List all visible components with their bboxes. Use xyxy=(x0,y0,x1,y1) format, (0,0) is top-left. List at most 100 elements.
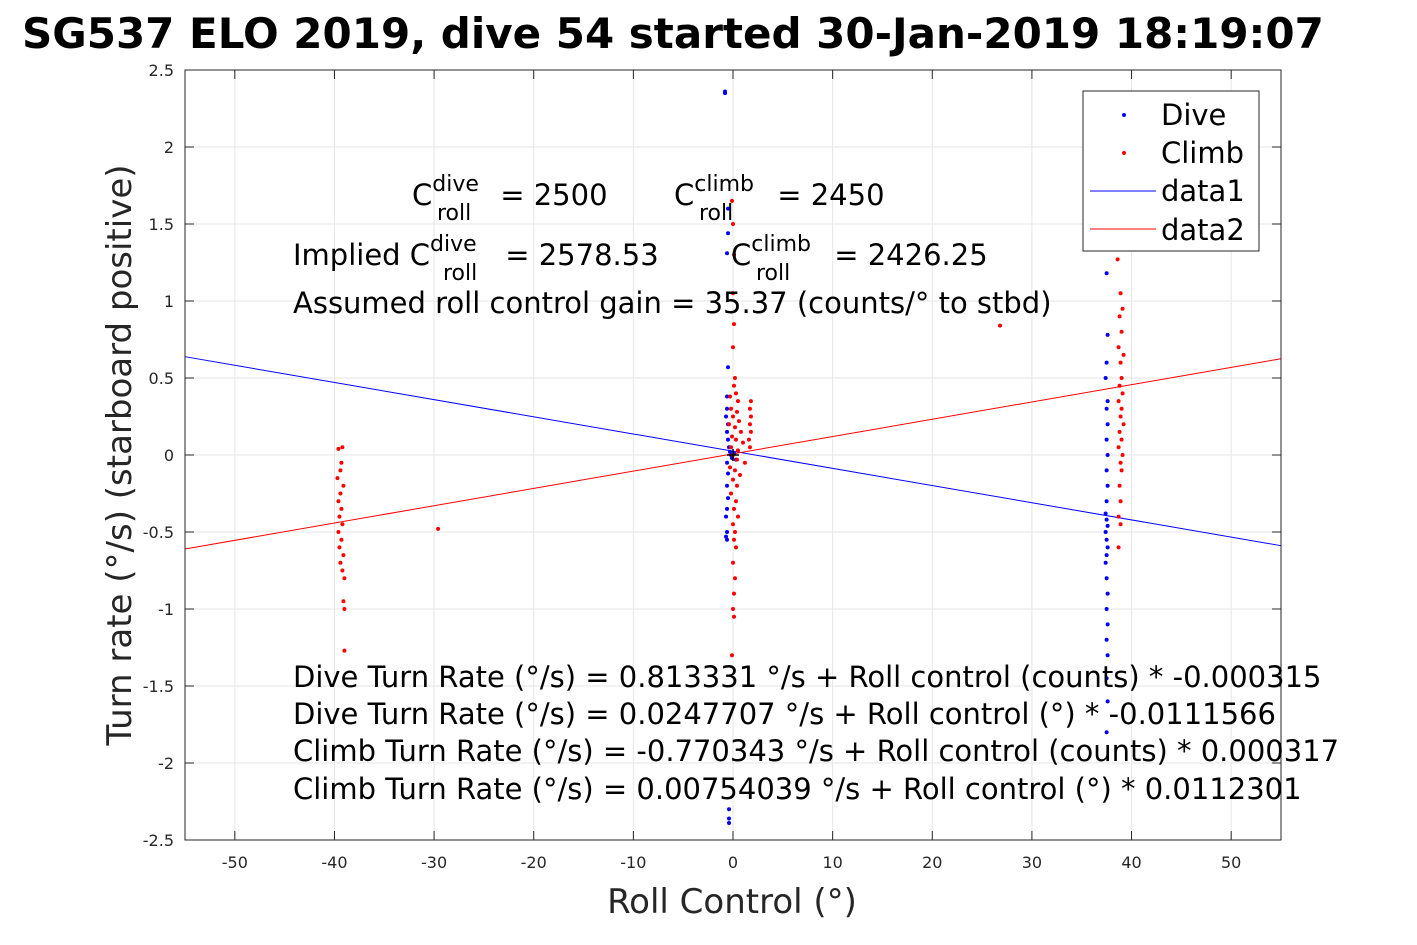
point-climb xyxy=(1119,406,1124,411)
point-dive xyxy=(725,530,730,534)
legend-label-data1: data1 xyxy=(1161,174,1245,208)
point-climb xyxy=(342,576,347,581)
point-dive xyxy=(1105,523,1110,528)
point-climb xyxy=(336,446,341,451)
point-climb xyxy=(748,429,753,434)
point-climb xyxy=(335,476,340,481)
point-climb xyxy=(737,473,742,478)
point-climb xyxy=(734,409,739,414)
point-dive xyxy=(724,514,729,519)
point-dive xyxy=(1104,607,1109,611)
point-climb xyxy=(1115,257,1120,262)
x-tick-label: 30 xyxy=(1022,853,1042,872)
point-climb xyxy=(731,607,735,611)
point-dive xyxy=(1104,406,1109,411)
point-dive xyxy=(1105,422,1110,427)
c-climb-base: C xyxy=(674,178,694,212)
point-climb xyxy=(338,491,343,496)
point-dive xyxy=(1105,653,1110,658)
point-climb xyxy=(339,460,344,465)
point-climb xyxy=(734,483,739,488)
x-axis-label: Roll Control (°) xyxy=(607,882,857,922)
point-climb xyxy=(339,506,344,511)
point-dive xyxy=(1104,553,1109,558)
point-dive xyxy=(727,821,732,826)
annotation-gain: Assumed roll control gain = 35.37 (count… xyxy=(293,286,1052,320)
y-tick-label: 1 xyxy=(164,292,174,311)
point-climb xyxy=(1121,352,1126,357)
point-climb xyxy=(1118,499,1123,504)
point-climb xyxy=(1118,460,1123,465)
point-climb xyxy=(735,399,740,404)
y-tick-label: -1.5 xyxy=(143,677,174,696)
point-dive xyxy=(725,537,730,542)
point-dive xyxy=(726,206,731,211)
x-tick-label: -20 xyxy=(521,853,547,872)
point-climb xyxy=(747,422,752,427)
point-climb xyxy=(748,414,753,419)
point-climb xyxy=(1119,329,1124,334)
implied-dive-value: = 2578.53 xyxy=(496,238,659,272)
y-tick-label: 1.5 xyxy=(149,215,174,234)
legend-label-climb: Climb xyxy=(1161,136,1244,170)
point-dive xyxy=(1103,511,1108,516)
point-climb xyxy=(729,406,734,411)
point-climb xyxy=(732,468,737,473)
point-climb xyxy=(732,530,737,534)
point-dive xyxy=(1105,332,1110,337)
point-climb xyxy=(731,291,735,296)
point-climb xyxy=(1118,522,1123,527)
point-climb xyxy=(1120,391,1125,396)
point-climb xyxy=(738,429,743,434)
point-dive xyxy=(1104,360,1109,365)
point-dive xyxy=(1105,545,1110,550)
point-climb xyxy=(736,419,741,424)
point-dive xyxy=(1103,376,1108,380)
point-climb xyxy=(731,614,736,619)
legend-marker-dive xyxy=(1122,113,1126,117)
point-climb xyxy=(339,537,344,542)
point-dive xyxy=(1104,437,1109,442)
c-climb-value: = 2450 xyxy=(768,178,885,212)
point-climb xyxy=(742,460,747,465)
point-dive xyxy=(1104,576,1109,581)
point-dive xyxy=(1104,637,1109,642)
point-climb xyxy=(1116,399,1121,404)
point-dive xyxy=(725,460,730,465)
point-climb xyxy=(732,376,737,380)
annotation-fit-3: Climb Turn Rate (°/s) = -0.770343 °/s + … xyxy=(293,734,1339,768)
y-tick-label: 2.5 xyxy=(149,61,174,80)
point-climb xyxy=(1120,306,1125,311)
legend-box xyxy=(1082,90,1260,252)
x-tick-label: 0 xyxy=(728,853,738,872)
point-climb xyxy=(1119,437,1124,442)
x-tick-label: 20 xyxy=(922,853,942,872)
point-climb xyxy=(730,434,735,439)
x-tick-label: -10 xyxy=(620,853,646,872)
implied-climb-sub: roll xyxy=(756,261,790,286)
point-climb xyxy=(1118,414,1123,419)
point-climb xyxy=(338,560,343,565)
point-dive xyxy=(724,414,729,419)
point-climb xyxy=(731,322,736,327)
point-climb xyxy=(338,468,343,473)
c-dive-sub: roll xyxy=(437,201,471,226)
point-climb xyxy=(731,477,735,482)
point-climb xyxy=(1121,422,1126,427)
point-dive xyxy=(1105,591,1110,596)
x-tick-label: -50 xyxy=(222,853,248,872)
point-climb xyxy=(340,522,345,527)
legend-label-dive: Dive xyxy=(1161,98,1226,132)
point-climb xyxy=(729,445,734,450)
point-climb xyxy=(1116,545,1121,550)
point-climb xyxy=(730,198,735,203)
y-tick-label: -2.5 xyxy=(143,831,174,850)
annotation-fit-4: Climb Turn Rate (°/s) = 0.00754039 °/s +… xyxy=(293,772,1302,806)
y-tick-label: 0 xyxy=(164,446,174,465)
implied-climb-base: C xyxy=(731,238,751,272)
point-climb xyxy=(1117,314,1122,319)
x-tick-label: -30 xyxy=(421,853,447,872)
point-climb xyxy=(337,514,342,519)
point-climb xyxy=(733,499,738,504)
point-climb xyxy=(337,545,342,550)
